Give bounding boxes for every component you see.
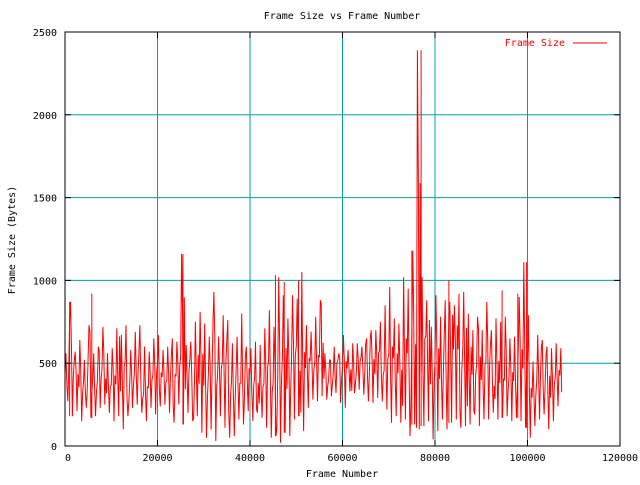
series-line-frame-size [64, 50, 563, 443]
series-layer [64, 50, 563, 443]
legend-label-frame-size: Frame Size [505, 38, 565, 49]
y-axis-label: Frame Size (Bytes) [7, 186, 18, 294]
x-tick-label: 20000 [142, 453, 172, 464]
y-tick-label: 0 [51, 442, 57, 453]
x-tick-label: 120000 [602, 453, 638, 464]
axis-ticks: 0 500 1000 1500 2000 2500 0 20000 40000 60000 8000… [33, 28, 638, 464]
x-axis-label: Frame Number [306, 469, 378, 480]
y-tick-label: 500 [39, 359, 57, 370]
y-tick-label: 1000 [33, 276, 57, 287]
y-tick-label: 1500 [33, 194, 57, 205]
grid [65, 32, 620, 446]
x-tick-label: 60000 [327, 453, 357, 464]
x-tick-label: 100000 [509, 453, 545, 464]
x-tick-label: 80000 [420, 453, 450, 464]
y-tick-label: 2000 [33, 111, 57, 122]
chart-title: Frame Size vs Frame Number [264, 11, 421, 22]
x-tick-label: 0 [65, 453, 71, 464]
y-tick-label: 2500 [33, 28, 57, 39]
x-tick-label: 40000 [235, 453, 265, 464]
legend: Frame Size [505, 38, 607, 49]
